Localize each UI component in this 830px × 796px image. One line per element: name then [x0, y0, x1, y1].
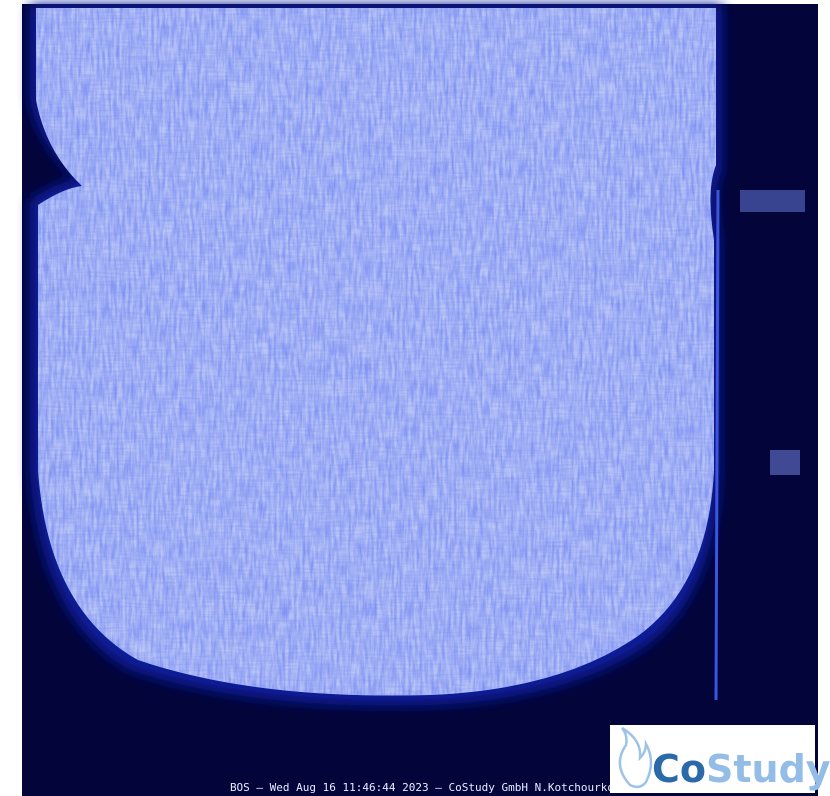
flow-texture-streaks: [36, 8, 716, 696]
bos-image: BOS — Wed Aug 16 11:46:44 2023 — CoStudy…: [0, 0, 830, 796]
page: BOS — Wed Aug 16 11:46:44 2023 — CoStudy…: [0, 0, 830, 796]
artifact: [770, 450, 800, 475]
logo: CoStudy: [610, 725, 830, 793]
artifact: [740, 190, 805, 212]
logo-text: CoStudy: [652, 747, 830, 791]
logo-study: Study: [706, 747, 830, 791]
edge-line: [716, 190, 718, 700]
logo-co: Co: [652, 747, 706, 791]
caption: BOS — Wed Aug 16 11:46:44 2023 — CoStudy…: [230, 781, 614, 794]
